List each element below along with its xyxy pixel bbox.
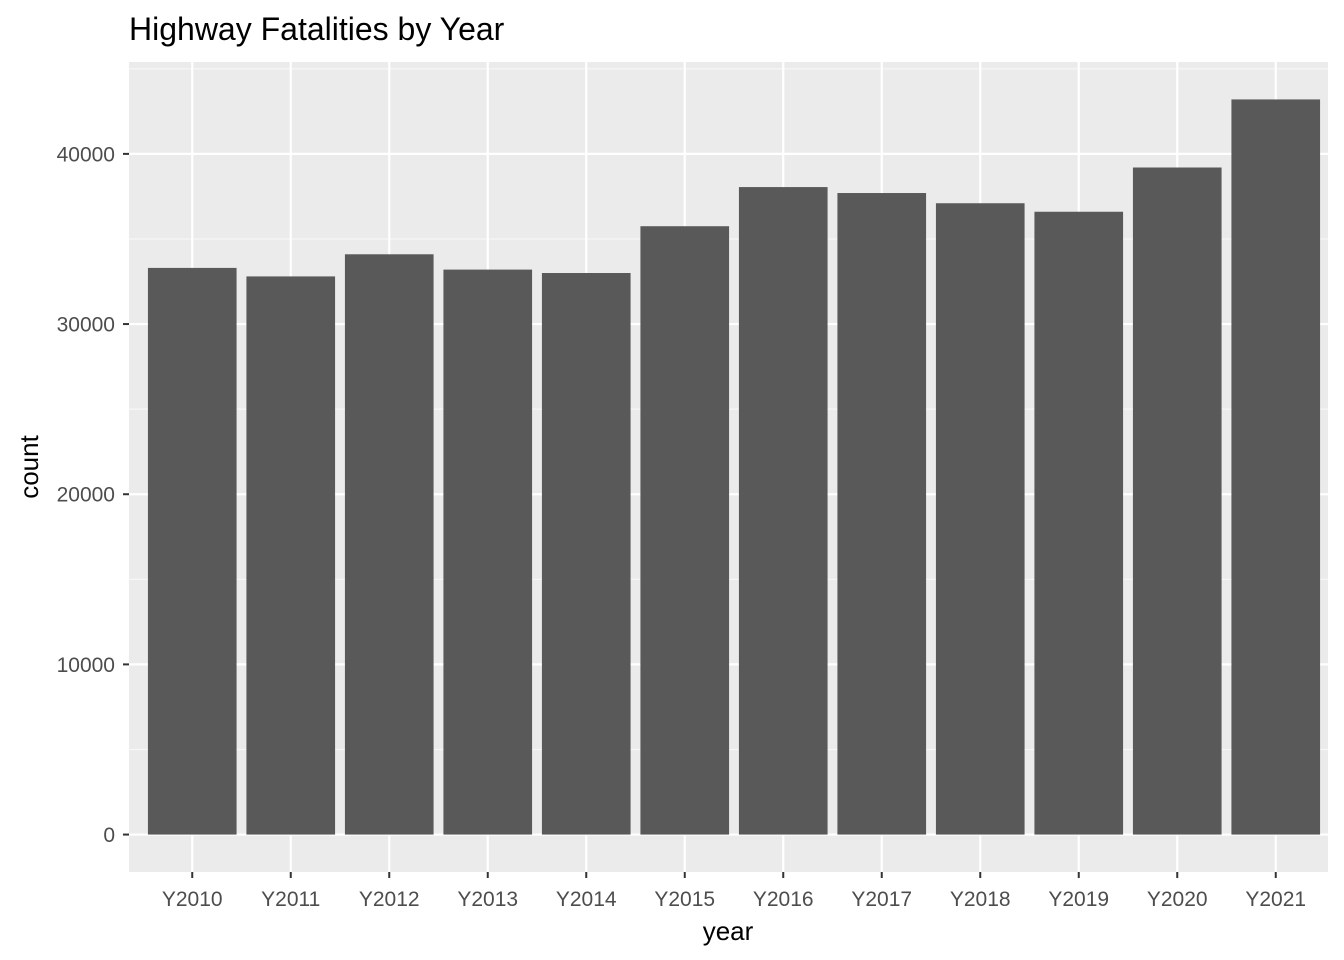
x-tick-label: Y2011: [261, 888, 320, 911]
y-tick-label: 30000: [57, 314, 115, 337]
bar-y2016: [738, 187, 828, 835]
y-tick-label: 0: [103, 824, 115, 847]
bar-y2019: [1034, 211, 1124, 835]
x-tick-label: Y2012: [359, 888, 420, 911]
chart-title: Highway Fatalities by Year: [129, 11, 505, 47]
bar-y2014: [541, 273, 631, 835]
bar-y2013: [443, 269, 533, 835]
y-axis-title: count: [14, 434, 44, 498]
y-tick-label: 20000: [57, 484, 115, 507]
x-tick-label: Y2020: [1147, 888, 1208, 911]
x-tick-label: Y2018: [950, 888, 1011, 911]
y-tick-label: 40000: [57, 143, 115, 166]
bar-y2020: [1132, 167, 1222, 835]
bar-y2010: [147, 267, 237, 835]
x-tick-label: Y2016: [753, 888, 814, 911]
bar-y2011: [246, 276, 336, 835]
bar-y2017: [837, 193, 927, 835]
bar-y2021: [1231, 99, 1321, 835]
x-tick-label: Y2017: [851, 888, 912, 911]
bar-y2015: [640, 226, 730, 835]
x-tick-label: Y2010: [162, 888, 223, 911]
x-tick-label: Y2013: [457, 888, 518, 911]
x-tick-label: Y2015: [654, 888, 715, 911]
bar-y2018: [935, 203, 1025, 835]
x-tick-label: Y2014: [556, 888, 617, 911]
y-axis: 0 10000 20000 30000 40000: [57, 143, 129, 847]
x-tick-label: Y2021: [1245, 888, 1306, 911]
bars-group: [147, 99, 1321, 835]
bar-y2012: [344, 254, 434, 835]
x-tick-label: Y2019: [1048, 888, 1109, 911]
y-tick-label: 10000: [57, 654, 115, 677]
x-axis-title: year: [703, 916, 754, 946]
x-axis: Y2010 Y2011 Y2012 Y2013 Y2014 Y2015 Y2016 Y2017…: [162, 872, 1306, 911]
